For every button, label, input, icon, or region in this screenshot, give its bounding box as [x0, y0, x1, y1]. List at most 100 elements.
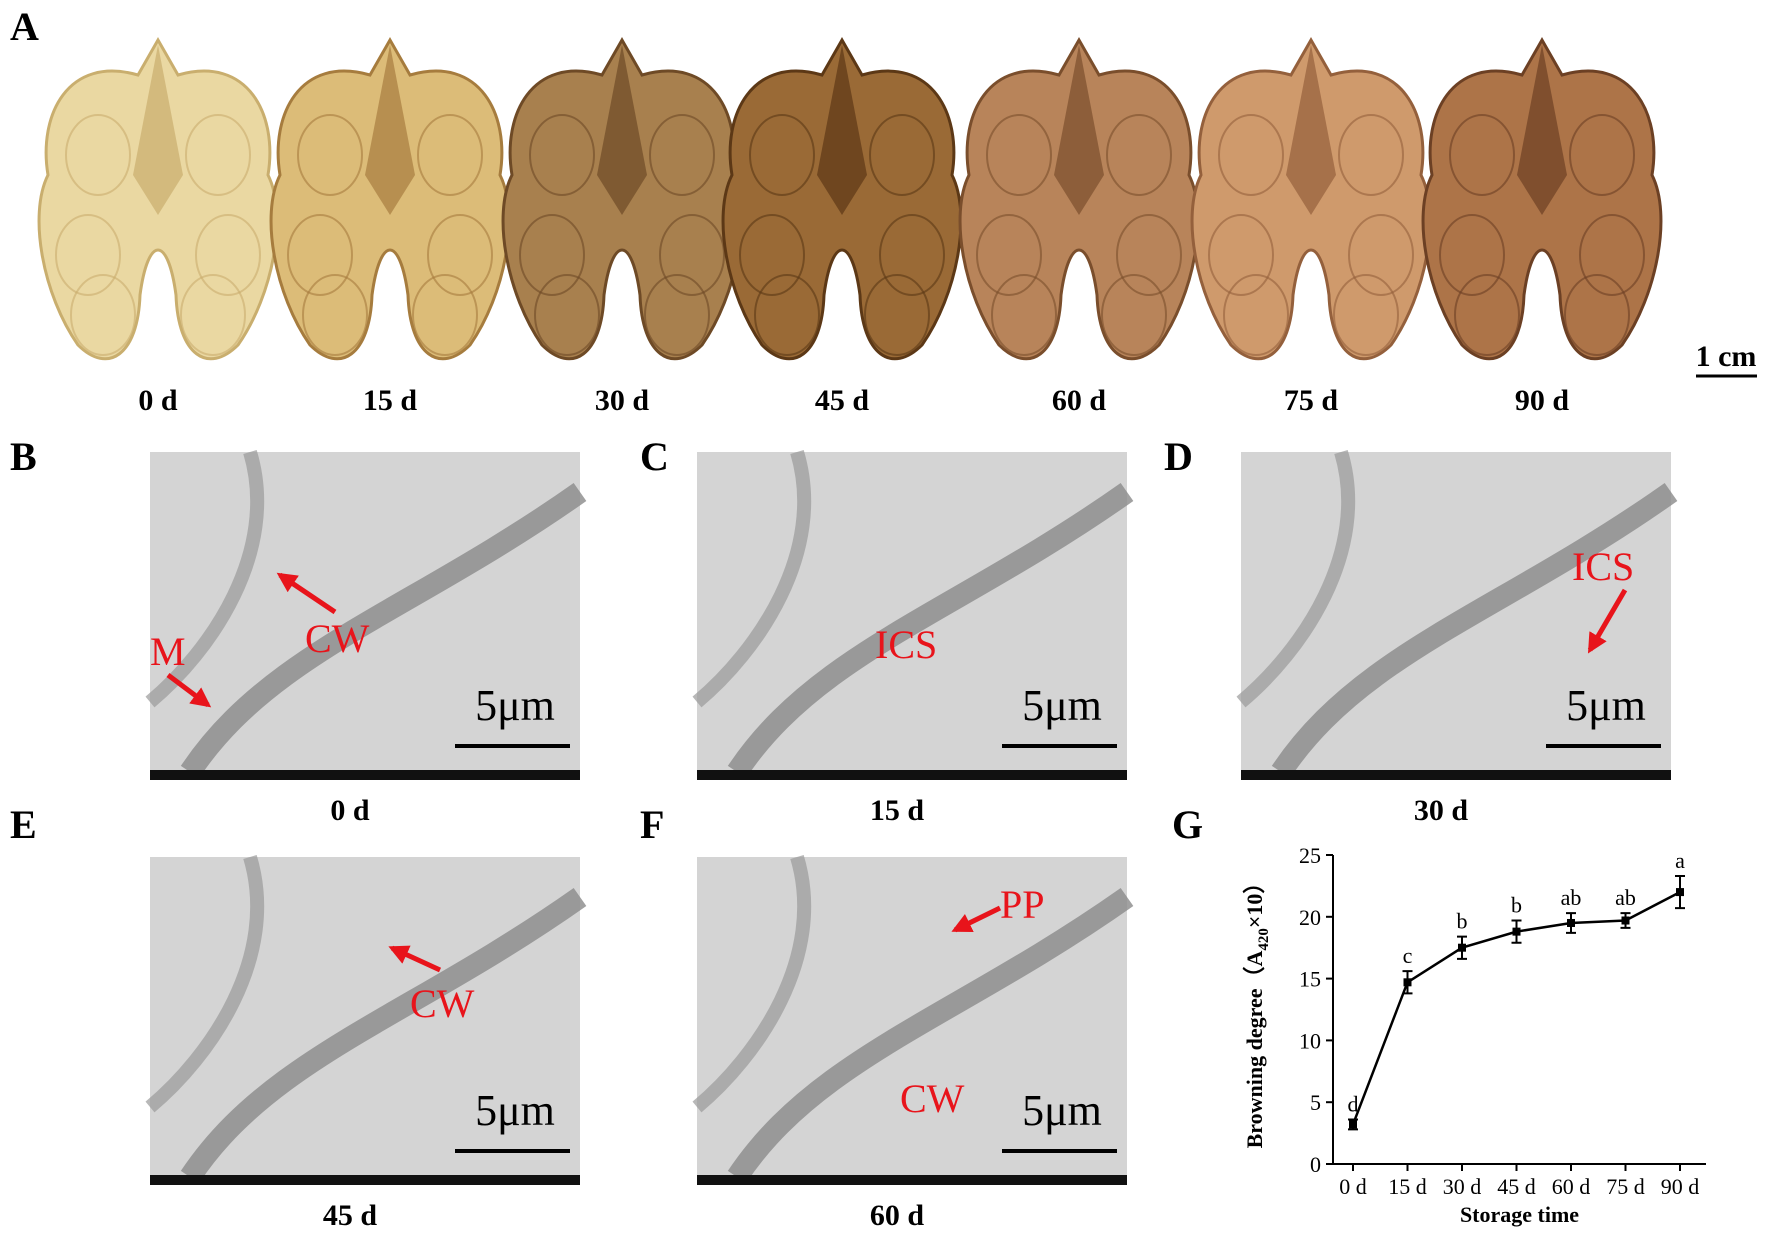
walnut-caption: 15 d	[363, 384, 418, 417]
x-tick-label: 0 d	[1339, 1174, 1367, 1199]
walnut	[501, 36, 743, 361]
y-tick-label: 0	[1310, 1152, 1321, 1177]
y-label-sub: 420	[1256, 928, 1272, 951]
point	[1403, 978, 1412, 987]
walnut-lobe	[991, 274, 1057, 356]
y-label-text: Browning degree（A	[1242, 951, 1267, 1149]
scale-label: 5μm	[475, 1086, 555, 1135]
y-tick-label: 20	[1299, 905, 1321, 930]
point	[1567, 918, 1575, 927]
walnut-lobe	[879, 214, 945, 296]
walnut-caption: 30 d	[595, 384, 650, 417]
walnut-lobe	[534, 274, 600, 356]
structure-label: PP	[1000, 882, 1045, 927]
walnut-lobe	[644, 274, 710, 356]
walnut-lobe	[65, 114, 131, 196]
cell-wall	[180, 888, 587, 1184]
structure-label: M	[150, 629, 186, 674]
y-tick-label: 10	[1299, 1028, 1321, 1053]
walnut-lobe	[1218, 114, 1284, 196]
structure-label: ICS	[1572, 544, 1634, 589]
scale-label: 5μm	[475, 681, 555, 730]
y-axis-label: Browning degree（A420×10）	[1242, 872, 1272, 1149]
walnut	[1190, 36, 1432, 361]
walnut-lobe	[185, 114, 251, 196]
walnut-lobe	[1449, 114, 1515, 196]
tem-image	[145, 854, 587, 1185]
tem-info-bar	[697, 1175, 1127, 1185]
walnut-lobe	[1208, 214, 1274, 296]
tem-info-bar	[150, 1175, 580, 1185]
walnut-lobe	[976, 214, 1042, 296]
walnut-lobe	[519, 214, 585, 296]
y-tick-label: 5	[1310, 1090, 1321, 1115]
scale-label: 5μm	[1022, 681, 1102, 730]
walnut-lobe	[70, 274, 136, 356]
point	[1512, 927, 1521, 936]
walnut-lobe	[195, 214, 261, 296]
walnut-lobe	[297, 114, 363, 196]
structure-label: CW	[410, 981, 475, 1026]
point	[1676, 888, 1684, 897]
y-tick-label: 25	[1299, 843, 1321, 868]
walnut-center	[1286, 45, 1336, 215]
tem-image	[692, 854, 1134, 1185]
walnut-center	[365, 45, 415, 215]
walnut-lobe	[302, 274, 368, 356]
tem-caption: 15 d	[870, 794, 925, 827]
cell-wall	[692, 449, 812, 708]
arrow	[166, 673, 212, 708]
tem-info-bar	[697, 770, 1127, 780]
walnut-caption: 60 d	[1052, 384, 1107, 417]
walnut-center	[597, 45, 647, 215]
significance-letter: c	[1403, 943, 1413, 968]
walnut-lobe	[1454, 274, 1520, 356]
x-tick-label: 30 d	[1443, 1174, 1482, 1199]
cell-wall	[727, 888, 1134, 1184]
arrow	[1587, 588, 1628, 654]
x-tick-label: 60 d	[1552, 1174, 1591, 1199]
walnut-lobe	[180, 274, 246, 356]
tem-info-bar	[150, 770, 580, 780]
significance-letter: ab	[1615, 885, 1636, 910]
walnut-lobe	[55, 214, 121, 296]
walnut-lobe	[754, 274, 820, 356]
x-tick-label: 75 d	[1606, 1174, 1645, 1199]
walnut	[1421, 36, 1663, 361]
walnut	[37, 36, 279, 361]
significance-letter: a	[1675, 848, 1685, 873]
walnut-center	[133, 45, 183, 215]
tem-caption: 45 d	[323, 1199, 378, 1232]
walnut-lobe	[1116, 214, 1182, 296]
walnut-lobe	[1101, 274, 1167, 356]
walnut-lobe	[986, 114, 1052, 196]
significance-letter: b	[1457, 909, 1468, 934]
cell-wall	[180, 483, 587, 779]
tem-image	[1236, 449, 1678, 780]
y-label-end: ×10）	[1242, 872, 1267, 929]
y-tick-label: 15	[1299, 967, 1321, 992]
walnut-lobe	[749, 114, 815, 196]
walnut-lobe	[1564, 274, 1630, 356]
structure-label: ICS	[875, 622, 937, 667]
tem-info-bar	[1241, 770, 1671, 780]
walnut-center	[817, 45, 867, 215]
panel-label: F	[640, 802, 664, 847]
point	[1349, 1120, 1357, 1129]
point	[1621, 916, 1630, 925]
tem-caption: 0 d	[330, 794, 370, 827]
scale-bar-label: 1 cm	[1696, 340, 1757, 373]
walnut-lobe	[869, 114, 935, 196]
walnut-caption: 90 d	[1515, 384, 1570, 417]
arrow	[388, 945, 442, 973]
walnut-center	[1054, 45, 1104, 215]
cell-wall	[1271, 483, 1678, 779]
walnut-lobe	[1333, 274, 1399, 356]
cell-wall	[1236, 449, 1356, 708]
point	[1458, 943, 1466, 952]
x-tick-label: 90 d	[1661, 1174, 1700, 1199]
walnut-lobe	[1338, 114, 1404, 196]
structure-label: CW	[305, 616, 370, 661]
walnut-lobe	[739, 214, 805, 296]
